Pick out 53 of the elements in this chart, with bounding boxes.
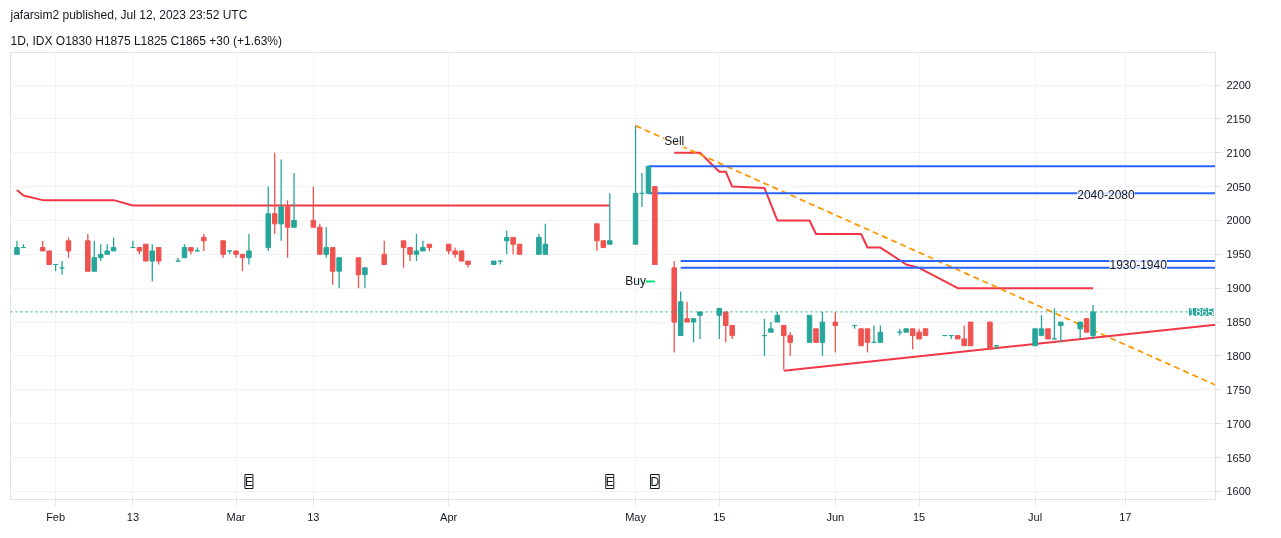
candlestick [832, 311, 839, 354]
y-tick-label: 2050 [1226, 180, 1251, 193]
annotation: Sell [664, 133, 685, 148]
y-tick-label: 1600 [1226, 485, 1251, 498]
annotation: 2040-2080 [1077, 188, 1135, 203]
chart-subtitle: 1D, IDX O1830 H1875 L1825 C1865 +30 (+1.63%) [10, 33, 283, 48]
y-tick-label: 1750 [1226, 383, 1251, 396]
y-tick-label: 2000 [1226, 214, 1251, 227]
x-tick-label: Jul [1028, 510, 1043, 523]
candlestick [362, 267, 368, 289]
x-tick-label: 15 [912, 510, 926, 523]
candlestick [278, 158, 284, 242]
candlestick [690, 318, 697, 344]
candlestick [65, 236, 72, 259]
y-tick-label: 2100 [1226, 146, 1251, 159]
y-tick-label: 2200 [1226, 79, 1251, 92]
x-tick-label: 17 [1119, 510, 1132, 523]
candlestick [329, 246, 336, 286]
line-series [15, 188, 611, 207]
y-tick-label: 1900 [1226, 282, 1251, 295]
candlestick [607, 192, 613, 245]
annotation: D [650, 474, 660, 489]
x-tick-label: Apr [440, 510, 458, 523]
x-tick-label: 13 [307, 510, 320, 523]
candlestick [284, 199, 291, 259]
candlestick [149, 243, 156, 283]
candlestick [503, 229, 510, 255]
candlestick [291, 172, 297, 228]
x-tick-label: 15 [713, 510, 726, 523]
candlestick [355, 257, 362, 289]
y-tick-label: 1700 [1226, 417, 1251, 430]
y-tick-label: 1650 [1226, 451, 1251, 464]
candlestick [271, 152, 278, 235]
annotation: Buy [625, 274, 646, 289]
y-tick-label: 1850 [1226, 316, 1251, 329]
x-tick-label: May [625, 510, 647, 523]
annotation: 1930-1940 [1109, 257, 1168, 272]
candlestick [246, 233, 252, 266]
candlestick [381, 240, 387, 266]
candlestick [684, 301, 690, 323]
x-tick-label: Mar [226, 510, 246, 523]
y-tick-label: 1800 [1226, 349, 1251, 362]
candlestick [768, 321, 774, 333]
y-tick-label: 2150 [1226, 112, 1251, 125]
chart-title: jafarsim2 published, Jul 12, 2023 23:52 UTC [9, 7, 248, 22]
y-tick-label: 1950 [1226, 248, 1251, 261]
x-tick-label: 13 [126, 510, 140, 523]
x-tick-label: Feb [46, 510, 66, 523]
candlestick [323, 226, 329, 259]
ref-line-label: 1865 [1189, 305, 1214, 318]
x-tick-label: Jun [826, 510, 845, 523]
candlestick [336, 257, 342, 289]
candlestick [1058, 321, 1064, 344]
